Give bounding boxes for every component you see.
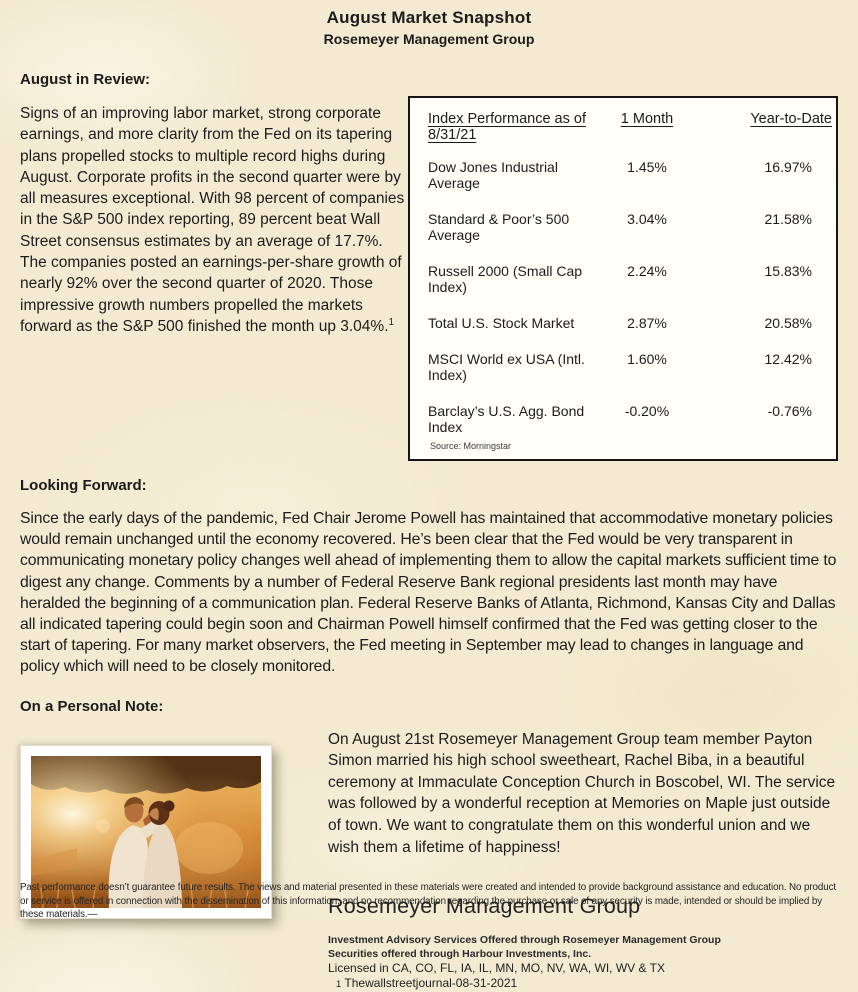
personal-note-paragraph: On August 21st Rosemeyer Management Grou… — [328, 730, 836, 856]
personal-note-row: On August 21st Rosemeyer Management Grou… — [0, 729, 858, 992]
table-cell-index-name: MSCI World ex USA (Intl. Index) — [428, 351, 585, 383]
signature-company-name: Rosemeyer Management Group — [328, 894, 641, 919]
signature-licensed-line: Licensed in CA, CO, FL, IA, IL, MN, MO, … — [328, 961, 665, 976]
personal-note-section: On a Personal Note: — [0, 698, 858, 715]
wedding-photo — [20, 744, 272, 919]
table-cell-ytd: 16.97% — [764, 159, 812, 175]
table-row: Russell 2000 (Small Cap Index) 2.24% 15.… — [428, 253, 834, 305]
table-cell-ytd: -0.76% — [767, 403, 812, 419]
table-source-note: Source: Morningstar — [430, 441, 512, 451]
legal-disclaimer: Past performance doesn’t guarantee futur… — [20, 882, 836, 920]
table-row: Dow Jones Industrial Average 1.45% 16.97… — [428, 149, 834, 201]
signature-securities-line: Securities offered through Harbour Inves… — [328, 948, 592, 961]
table-cell-index-name: Total U.S. Stock Market — [428, 315, 575, 331]
personal-note-text-column: On August 21st Rosemeyer Management Grou… — [328, 729, 838, 992]
review-paragraph-text: Signs of an improving labor market, stro… — [20, 105, 405, 335]
review-text-column: August in Review: Signs of an improving … — [20, 71, 412, 337]
table-header-row: Index Performance as of 8/31/21 1 Month … — [428, 107, 834, 149]
table-header-1month: 1 Month — [620, 111, 674, 127]
signature-disclosures: Investment Advisory Services Offered thr… — [328, 933, 838, 992]
page-title: August Market Snapshot — [326, 8, 532, 27]
table-cell-index-name: Standard & Poor’s 500 Average — [428, 211, 570, 243]
page-subtitle: Rosemeyer Management Group — [323, 31, 535, 47]
review-paragraph: Signs of an improving labor market, stro… — [20, 103, 412, 337]
review-heading: August in Review: — [20, 71, 151, 88]
signature-advisory-line: Investment Advisory Services Offered thr… — [328, 934, 721, 947]
looking-forward-section: Looking Forward: Since the early days of… — [0, 477, 858, 678]
table-cell-ytd: 15.83% — [764, 263, 812, 279]
looking-forward-paragraph: Since the early days of the pandemic, Fe… — [20, 510, 837, 676]
table-cell-1month: 2.24% — [627, 263, 667, 279]
signature-footnote: 1 Thewallstreetjournal-08-31-2021 — [328, 976, 838, 992]
looking-forward-heading: Looking Forward: — [20, 477, 147, 494]
table-row: Total U.S. Stock Market 2.87% 20.58% — [428, 305, 834, 341]
table-cell-1month: 1.60% — [627, 351, 667, 367]
masthead: August Market Snapshot Rosemeyer Managem… — [0, 8, 858, 47]
personal-note-heading: On a Personal Note: — [20, 697, 164, 715]
wedding-photo-image — [31, 755, 261, 908]
review-footnote-marker: 1 — [388, 316, 395, 328]
table-cell-ytd: 12.42% — [764, 351, 812, 367]
table-row: Barclay’s U.S. Agg. Bond Index -0.20% -0… — [428, 393, 834, 445]
table-cell-ytd: 20.58% — [764, 315, 812, 331]
signature-footnote-text: Thewallstreetjournal-08-31-2021 — [344, 976, 518, 991]
table-cell-index-name: Dow Jones Industrial Average — [428, 159, 558, 191]
table-row: MSCI World ex USA (Intl. Index) 1.60% 12… — [428, 341, 834, 393]
table-cell-1month: -0.20% — [624, 403, 670, 419]
table-cell-ytd: 21.58% — [764, 211, 812, 227]
table-header-index: Index Performance as of 8/31/21 — [428, 111, 586, 143]
table-cell-1month: 3.04% — [627, 211, 667, 227]
table-header-ytd: Year-to-Date — [750, 111, 832, 127]
index-performance-table: Index Performance as of 8/31/21 1 Month … — [408, 96, 838, 461]
table-row: Standard & Poor’s 500 Average 3.04% 21.5… — [428, 201, 834, 253]
table-cell-1month: 2.87% — [627, 315, 667, 331]
august-in-review-section: August in Review: Signs of an improving … — [0, 71, 858, 461]
table-cell-index-name: Barclay’s U.S. Agg. Bond Index — [428, 403, 585, 435]
table-cell-1month: 1.45% — [627, 159, 667, 175]
signature-footnote-marker: 1 — [336, 979, 342, 991]
table-cell-index-name: Russell 2000 (Small Cap Index) — [428, 263, 583, 295]
